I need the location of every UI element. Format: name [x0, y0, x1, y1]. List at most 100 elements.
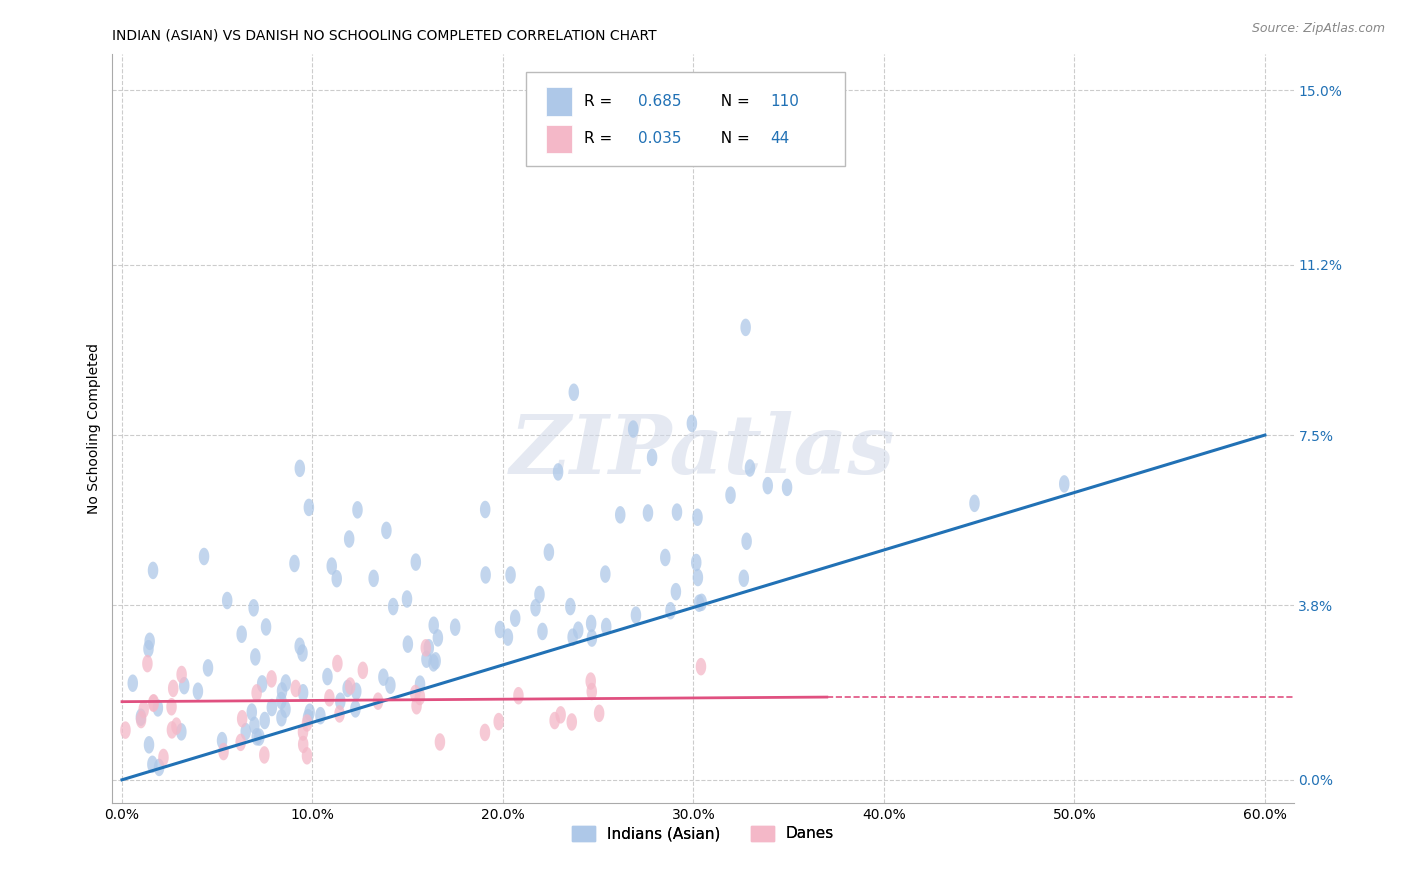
- Point: [415, 640, 437, 655]
- Point: [409, 690, 432, 704]
- Point: [243, 718, 266, 732]
- Point: [665, 505, 688, 519]
- Point: [242, 600, 264, 615]
- Point: [291, 646, 314, 660]
- Point: [567, 623, 589, 637]
- Point: [245, 649, 267, 664]
- Point: [561, 714, 583, 729]
- Point: [146, 701, 169, 715]
- Point: [170, 667, 193, 681]
- Point: [231, 712, 253, 726]
- Point: [136, 657, 159, 671]
- Point: [274, 702, 297, 716]
- Point: [138, 738, 160, 752]
- Point: [132, 702, 155, 716]
- Point: [734, 320, 756, 334]
- Point: [686, 510, 709, 524]
- Point: [588, 706, 610, 721]
- Point: [142, 563, 165, 577]
- Point: [422, 656, 444, 670]
- Point: [138, 641, 160, 656]
- Point: [382, 599, 405, 614]
- Point: [247, 730, 270, 744]
- Point: [292, 738, 315, 752]
- Point: [129, 713, 152, 727]
- Point: [254, 620, 277, 634]
- Point: [321, 559, 343, 574]
- Point: [363, 571, 385, 585]
- Point: [129, 710, 152, 724]
- Point: [425, 654, 447, 668]
- Point: [284, 681, 307, 696]
- Point: [326, 657, 349, 671]
- Point: [963, 496, 986, 510]
- Point: [270, 711, 292, 725]
- Point: [654, 550, 676, 565]
- Point: [537, 545, 560, 559]
- Point: [292, 686, 315, 700]
- Point: [624, 608, 647, 623]
- Point: [231, 627, 253, 641]
- Point: [138, 634, 160, 648]
- Point: [235, 724, 257, 739]
- Point: [344, 702, 367, 716]
- Point: [641, 450, 664, 465]
- Point: [297, 711, 319, 725]
- Point: [503, 611, 526, 625]
- Point: [298, 500, 321, 515]
- Point: [776, 480, 799, 494]
- Point: [422, 618, 444, 632]
- Text: R =: R =: [583, 131, 617, 146]
- Point: [405, 555, 427, 569]
- Point: [346, 503, 368, 517]
- Point: [562, 385, 585, 400]
- Point: [581, 684, 603, 698]
- Point: [474, 502, 496, 516]
- Point: [240, 705, 263, 719]
- Point: [229, 735, 252, 749]
- Point: [681, 417, 703, 431]
- Point: [1053, 477, 1076, 491]
- Point: [409, 677, 432, 691]
- Point: [415, 652, 437, 666]
- Point: [579, 616, 602, 631]
- Point: [561, 630, 583, 644]
- Point: [404, 686, 426, 700]
- Point: [316, 670, 339, 684]
- Point: [581, 631, 603, 645]
- Point: [756, 478, 779, 492]
- Point: [738, 461, 761, 475]
- Point: [429, 735, 451, 749]
- Point: [253, 714, 276, 728]
- Point: [344, 684, 367, 698]
- Point: [550, 707, 572, 722]
- Bar: [546, 125, 572, 153]
- Point: [114, 723, 136, 738]
- Point: [395, 592, 418, 607]
- Point: [173, 679, 195, 693]
- Point: [595, 567, 617, 582]
- Point: [148, 760, 170, 774]
- Text: N =: N =: [711, 94, 755, 109]
- FancyBboxPatch shape: [526, 72, 845, 166]
- Point: [560, 599, 582, 614]
- Point: [621, 422, 644, 436]
- Point: [295, 748, 318, 763]
- Point: [720, 488, 742, 502]
- Point: [325, 572, 347, 586]
- Point: [735, 534, 758, 549]
- Point: [211, 733, 233, 747]
- Point: [217, 593, 239, 607]
- Point: [142, 696, 165, 710]
- Text: INDIAN (ASIAN) VS DANISH NO SCHOOLING COMPLETED CORRELATION CHART: INDIAN (ASIAN) VS DANISH NO SCHOOLING CO…: [112, 29, 657, 43]
- Point: [187, 684, 209, 698]
- Point: [637, 506, 659, 520]
- Point: [170, 724, 193, 739]
- Point: [474, 725, 496, 739]
- Point: [690, 595, 713, 609]
- Point: [665, 584, 688, 599]
- Point: [375, 524, 398, 538]
- Text: ZIPatlas: ZIPatlas: [510, 410, 896, 491]
- Point: [373, 670, 395, 684]
- Point: [524, 600, 547, 615]
